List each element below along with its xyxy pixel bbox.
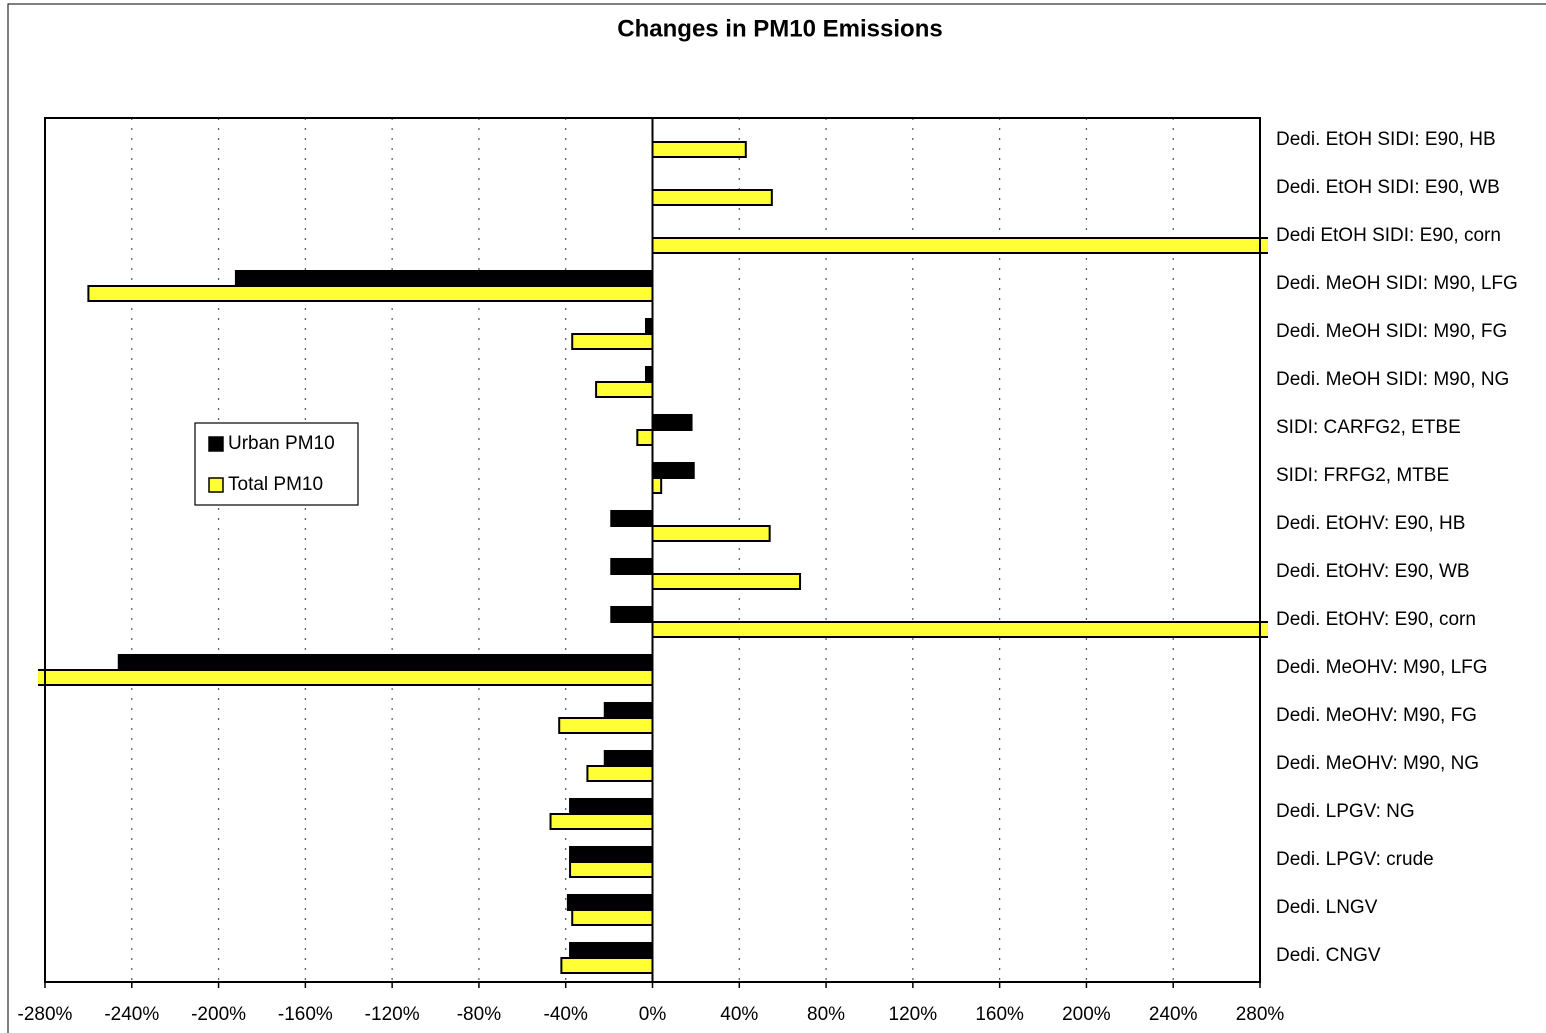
y-tick-label: Dedi. MeOH SIDI: M90, LFG — [1276, 273, 1518, 294]
bar — [651, 477, 663, 494]
bar — [566, 894, 654, 911]
y-tick-label: SIDI: CARFG2, ETBE — [1276, 417, 1461, 438]
bar — [569, 798, 654, 815]
bar — [549, 813, 654, 830]
y-tick-label: Dedi. MeOHV: M90, NG — [1276, 753, 1479, 774]
x-tick-label: 80% — [807, 1004, 845, 1025]
x-tick-label: 120% — [889, 1004, 938, 1025]
bar — [651, 237, 1268, 254]
x-tick-label: -240% — [104, 1004, 159, 1025]
legend-swatch — [208, 477, 224, 493]
y-tick-label: Dedi. EtOHV: E90, WB — [1276, 561, 1470, 582]
x-tick-label: -200% — [191, 1004, 246, 1025]
bar — [117, 654, 654, 671]
y-tick-label: Dedi. MeOH SIDI: M90, NG — [1276, 369, 1509, 390]
bar — [87, 285, 654, 302]
bar — [651, 573, 802, 590]
legend-swatch — [208, 436, 224, 452]
x-tick-label: 0% — [639, 1004, 667, 1025]
y-tick-label: Dedi. LNGV — [1276, 897, 1378, 918]
bar — [586, 765, 654, 782]
y-tick-label: Dedi. EtOH SIDI: E90, HB — [1276, 129, 1496, 150]
bar — [571, 333, 654, 350]
bar — [651, 462, 695, 479]
x-tick-label: 240% — [1149, 1004, 1198, 1025]
y-tick-label: Dedi. CNGV — [1276, 945, 1381, 966]
bar — [569, 846, 654, 863]
x-tick-label: 40% — [720, 1004, 758, 1025]
bar — [636, 429, 654, 446]
y-tick-label: Dedi. EtOH SIDI: E90, WB — [1276, 177, 1500, 198]
y-tick-label: Dedi. LPGV: crude — [1276, 849, 1434, 870]
x-tick-label: 280% — [1236, 1004, 1285, 1025]
y-tick-label: Dedi. MeOHV: M90, FG — [1276, 705, 1477, 726]
y-tick-label: Dedi. LPGV: NG — [1276, 801, 1415, 822]
bar — [595, 381, 654, 398]
bar — [558, 717, 654, 734]
bar — [38, 669, 654, 686]
x-tick-label: 200% — [1062, 1004, 1111, 1025]
y-tick-label: Dedi EtOH SIDI: E90, corn — [1276, 225, 1501, 246]
x-tick-label: -80% — [457, 1004, 501, 1025]
x-tick-label: -120% — [365, 1004, 420, 1025]
bar — [651, 141, 747, 158]
y-tick-label: Dedi. EtOHV: E90, corn — [1276, 609, 1476, 630]
bar — [234, 270, 654, 287]
bar — [651, 621, 1268, 638]
bar — [651, 525, 771, 542]
bar — [651, 189, 773, 206]
y-tick-label: SIDI: FRFG2, MTBE — [1276, 465, 1449, 486]
bar — [610, 510, 654, 527]
x-tick-label: 160% — [975, 1004, 1024, 1025]
bar — [651, 414, 693, 431]
y-tick-label: Dedi. EtOHV: E90, HB — [1276, 513, 1465, 534]
bar — [571, 909, 654, 926]
legend-label: Urban PM10 — [228, 433, 335, 454]
y-tick-label: Dedi. MeOH SIDI: M90, FG — [1276, 321, 1507, 342]
bar — [610, 558, 654, 575]
chart-border — [7, 3, 1546, 1033]
bar — [610, 606, 654, 623]
bar — [603, 702, 654, 719]
legend-label: Total PM10 — [228, 474, 323, 495]
y-tick-label: Dedi. MeOHV: M90, LFG — [1276, 657, 1488, 678]
bar — [603, 750, 654, 767]
bar — [569, 861, 654, 878]
bar — [569, 942, 654, 959]
x-tick-label: -160% — [278, 1004, 333, 1025]
x-tick-label: -40% — [544, 1004, 588, 1025]
x-tick-label: -280% — [18, 1004, 73, 1025]
chart-title: Changes in PM10 Emissions — [617, 15, 942, 42]
bar — [560, 957, 654, 974]
